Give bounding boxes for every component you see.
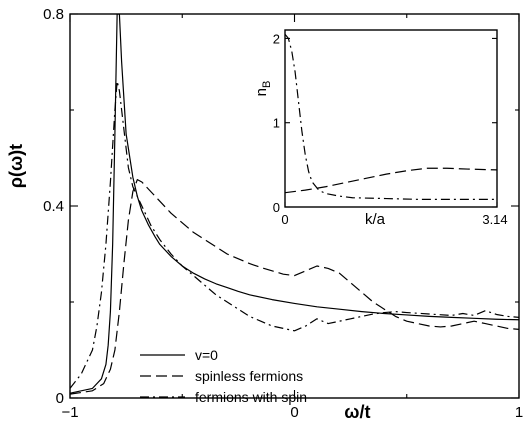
- legend-label: spinless fermions: [195, 368, 303, 384]
- main-xtick-label: 0: [290, 404, 298, 421]
- main-ytick-label: 0.8: [43, 6, 64, 23]
- inset-ytick-label: 0: [273, 200, 280, 215]
- legend-label: v=0: [195, 347, 218, 363]
- legend-label: fermions with spin: [195, 389, 307, 405]
- inset-background: [285, 30, 497, 207]
- main-ytick-label: 0.4: [43, 198, 64, 215]
- main-series-line-solid: [70, 14, 519, 394]
- inset-series-group: [285, 33, 497, 201]
- inset-plot: 0 3.14 0 1 2 k/a nB: [253, 29, 508, 228]
- inset-plot-frame: [284, 29, 498, 208]
- main-series-line-dashdot: [70, 80, 519, 389]
- main-series-line-dashed: [70, 179, 519, 395]
- inset-series-line-dashdot: [285, 33, 497, 201]
- main-xtick-label: −1: [61, 404, 78, 421]
- inset-series-line-dashed: [285, 167, 497, 194]
- inset-y-axis-label: nB: [253, 81, 273, 97]
- main-xtick-label: 1: [515, 404, 523, 421]
- legend: v=0 spinless fermions fermions with spin: [140, 347, 307, 405]
- main-x-axis-label: ω/t: [344, 402, 370, 422]
- main-ytick-label: 0: [56, 390, 64, 407]
- inset-xtick-label: 3.14: [482, 212, 507, 227]
- inset-ytick-label: 2: [273, 31, 280, 46]
- main-y-axis-label: ρ(ω)t: [6, 144, 26, 188]
- inset-x-axis-label: k/a: [365, 211, 386, 228]
- main-series-group: [70, 14, 519, 395]
- inset-ytick-label: 1: [273, 116, 280, 131]
- inset-xtick-label: 0: [281, 212, 288, 227]
